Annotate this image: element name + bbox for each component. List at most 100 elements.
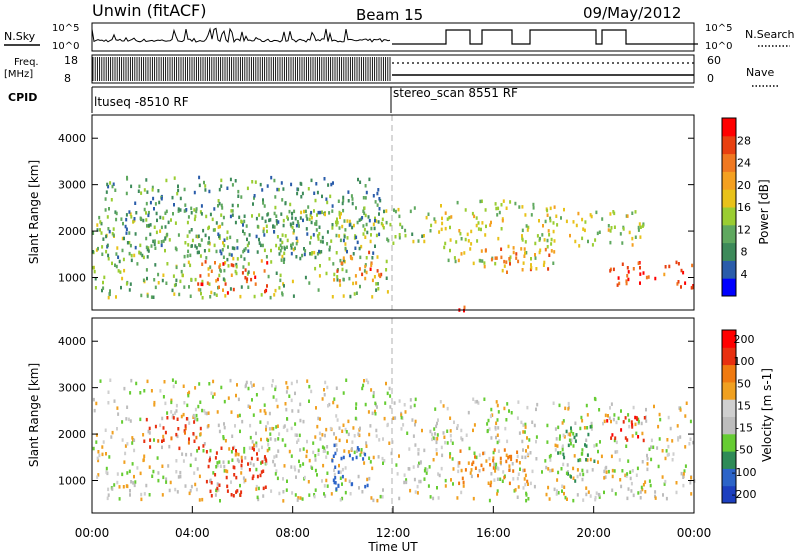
range-cell bbox=[372, 455, 375, 460]
range-cell bbox=[183, 187, 186, 192]
range-cell bbox=[97, 473, 100, 477]
range-cell bbox=[594, 495, 597, 500]
range-cell bbox=[322, 463, 325, 468]
range-cell bbox=[610, 419, 612, 424]
range-cell bbox=[523, 468, 526, 473]
range-cell bbox=[607, 228, 610, 232]
range-cell bbox=[393, 401, 396, 405]
range-cell bbox=[196, 449, 199, 453]
range-cell bbox=[398, 233, 401, 237]
range-cell bbox=[427, 212, 430, 216]
range-cell bbox=[585, 438, 588, 442]
range-cell bbox=[436, 433, 439, 437]
range-cell bbox=[146, 276, 148, 281]
range-cell bbox=[167, 220, 170, 225]
range-cell bbox=[507, 244, 510, 249]
range-cell bbox=[290, 251, 293, 256]
range-cell bbox=[188, 491, 191, 496]
range-cell bbox=[116, 480, 119, 485]
range-cell bbox=[532, 206, 535, 210]
range-cell bbox=[323, 177, 326, 181]
range-cell bbox=[515, 252, 518, 256]
range-cell bbox=[496, 492, 499, 496]
range-cell bbox=[530, 263, 532, 267]
range-cell bbox=[452, 482, 454, 486]
range-cell bbox=[326, 445, 329, 449]
range-cell bbox=[512, 246, 515, 250]
range-cell bbox=[253, 294, 256, 299]
range-cell bbox=[548, 233, 551, 237]
range-cell bbox=[234, 453, 237, 457]
range-cell bbox=[361, 272, 364, 277]
range-cell bbox=[177, 207, 180, 211]
range-cell bbox=[201, 296, 204, 300]
range-cell bbox=[497, 236, 500, 241]
range-cell bbox=[637, 261, 640, 265]
cpid-segment-1: ltuseq -8510 RF bbox=[94, 95, 189, 109]
range-cell bbox=[115, 252, 118, 256]
range-cell bbox=[355, 406, 357, 410]
range-cell bbox=[129, 489, 131, 493]
range-cell bbox=[363, 211, 366, 215]
range-cell bbox=[587, 490, 590, 494]
range-cell bbox=[316, 473, 318, 477]
range-cell bbox=[273, 178, 276, 183]
range-cell bbox=[442, 404, 445, 408]
range-cell bbox=[297, 496, 300, 500]
range-cell bbox=[233, 465, 236, 470]
range-cell bbox=[331, 209, 334, 213]
range-cell bbox=[226, 186, 229, 190]
range-cell bbox=[582, 498, 585, 502]
range-cell bbox=[279, 273, 282, 278]
range-cell bbox=[400, 427, 403, 431]
range-cell bbox=[296, 191, 299, 196]
range-cell bbox=[500, 247, 503, 251]
range-cell bbox=[672, 452, 675, 456]
range-cell bbox=[456, 424, 459, 428]
range-cell bbox=[509, 255, 512, 259]
range-cell bbox=[227, 264, 230, 268]
range-cell bbox=[151, 185, 154, 190]
range-cell bbox=[211, 217, 214, 222]
range-cell bbox=[253, 447, 255, 452]
colorbar-tick-label: -15 bbox=[735, 422, 753, 435]
range-cell bbox=[551, 468, 554, 472]
range-cell bbox=[646, 462, 649, 466]
range-cell bbox=[156, 218, 158, 223]
range-cell bbox=[480, 249, 483, 253]
range-cell bbox=[264, 485, 267, 489]
range-cell bbox=[170, 410, 173, 414]
range-cell bbox=[493, 478, 496, 482]
range-cell bbox=[229, 235, 232, 240]
range-cell bbox=[501, 479, 504, 483]
range-cell bbox=[143, 492, 146, 496]
range-cell bbox=[525, 449, 527, 453]
range-cell bbox=[365, 222, 368, 227]
range-cell bbox=[368, 250, 371, 255]
range-cell bbox=[249, 435, 252, 440]
range-cell bbox=[641, 487, 644, 492]
range-cell bbox=[164, 248, 166, 253]
range-cell bbox=[395, 463, 398, 467]
range-cell bbox=[275, 214, 278, 218]
range-cell bbox=[224, 261, 227, 265]
range-cell bbox=[264, 289, 266, 294]
range-cell bbox=[286, 428, 289, 433]
range-cell bbox=[576, 493, 579, 497]
range-cell bbox=[637, 435, 640, 439]
range-cell bbox=[503, 406, 506, 411]
range-cell bbox=[240, 254, 243, 259]
range-cell bbox=[654, 496, 657, 500]
range-cell bbox=[431, 432, 434, 437]
range-cell bbox=[279, 243, 282, 248]
range-cell bbox=[501, 268, 504, 273]
range-cell bbox=[361, 216, 364, 220]
range-cell bbox=[125, 217, 128, 222]
range-cell bbox=[559, 451, 562, 455]
range-cell bbox=[118, 497, 121, 501]
range-cell bbox=[114, 263, 116, 267]
range-cell bbox=[284, 234, 287, 238]
range-cell bbox=[288, 394, 291, 398]
range-cell bbox=[373, 226, 376, 231]
range-cell bbox=[569, 442, 572, 446]
